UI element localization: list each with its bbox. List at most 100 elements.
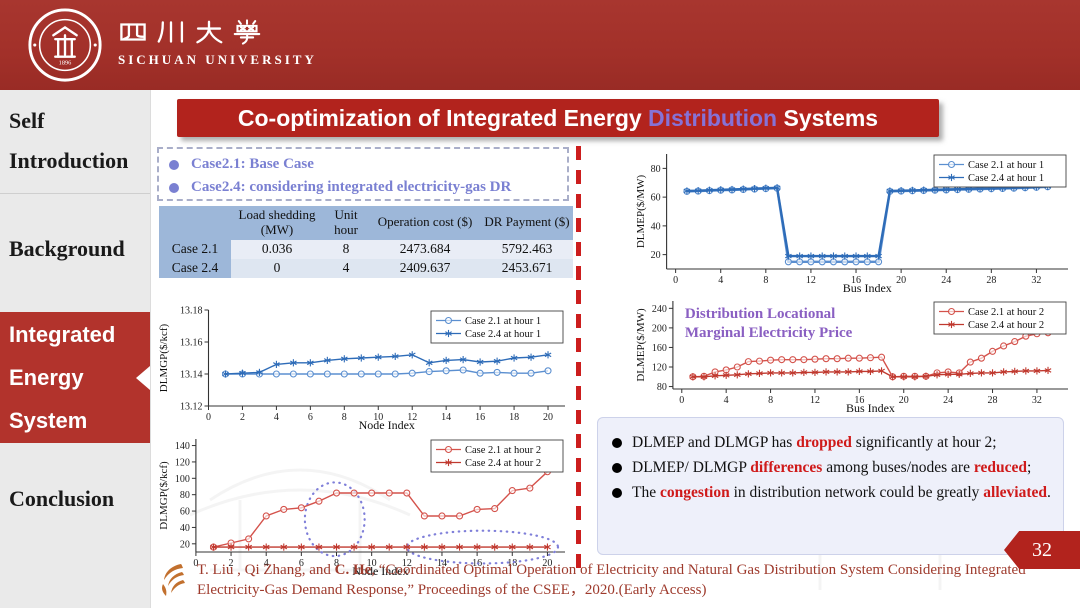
chart-dlmep-hour1: 0 4 8 12 16 20 24 28 32 20 40 60 80 Bus Index DLMEP($/… xyxy=(634,147,1080,295)
svg-text:2: 2 xyxy=(229,558,234,569)
citation-text: T. Liu , Qi Zhang, and C. He, “Coordinat… xyxy=(197,562,1026,599)
citation: T. Liu , Qi Zhang, and C. He, “Coordinat… xyxy=(157,560,1064,601)
svg-text:14: 14 xyxy=(437,558,447,569)
svg-text:4: 4 xyxy=(274,412,279,423)
sidebar: Self Introduction Background Integrated En… xyxy=(0,90,151,608)
case-label: Case2.1: Base Case xyxy=(191,156,314,172)
svg-text:Case 2.1 at hour 1: Case 2.1 at hour 1 xyxy=(968,160,1044,171)
svg-text:Case 2.1 at hour 2: Case 2.1 at hour 2 xyxy=(968,307,1044,318)
table-header-cell xyxy=(159,206,231,240)
svg-text:Marginal Electricity Price: Marginal Electricity Price xyxy=(685,325,853,341)
table-cell: 8 xyxy=(323,239,369,259)
sidebar-item-integrated-energy-system[interactable]: Integrated Energy System xyxy=(0,312,150,443)
results-table: Load shedding (MW) Unit hour Operation cos… xyxy=(159,206,573,278)
bullet-icon xyxy=(612,488,622,498)
svg-text:0: 0 xyxy=(679,395,684,406)
svg-text:8: 8 xyxy=(768,395,773,406)
bullet-icon xyxy=(612,438,622,448)
svg-text:12: 12 xyxy=(806,275,816,286)
finding-text: DLMEP/ DLMGP differences among buses/nod… xyxy=(632,459,1032,476)
sidebar-item-label: Conclusion xyxy=(9,486,115,511)
table-row-header: Case 2.1 xyxy=(159,239,231,259)
svg-text:Case 2.1 at hour 2: Case 2.1 at hour 2 xyxy=(465,445,541,456)
sidebar-divider xyxy=(0,193,150,194)
sidebar-item-self-introduction[interactable]: Self Introduction xyxy=(0,110,150,190)
table-header-cell: Unit hour xyxy=(323,206,369,240)
svg-text:10: 10 xyxy=(367,558,377,569)
svg-text:6: 6 xyxy=(299,558,304,569)
svg-text:Case 2.4 at hour 2: Case 2.4 at hour 2 xyxy=(968,320,1044,331)
university-name-cn xyxy=(118,14,288,50)
svg-text:20: 20 xyxy=(542,558,552,569)
page-title: Co-optimization of Integrated Energy Dis… xyxy=(177,99,939,137)
svg-text:240: 240 xyxy=(652,304,667,315)
svg-text:18: 18 xyxy=(507,558,517,569)
table-header-cell: Operation cost ($) xyxy=(369,206,481,240)
table-row: Case 2.4 0 4 2409.637 2453.671 xyxy=(159,258,573,278)
csee-logo-icon xyxy=(162,564,185,596)
svg-text:DLMEP($/MW): DLMEP($/MW) xyxy=(635,175,647,249)
svg-text:8: 8 xyxy=(334,558,339,569)
svg-text:4: 4 xyxy=(718,275,723,286)
table-cell: 0 xyxy=(231,258,323,278)
svg-text:12: 12 xyxy=(810,395,820,406)
section-divider xyxy=(576,146,581,570)
header-banner: 1896 SICHUAN UNIVERSITY xyxy=(0,0,1080,90)
svg-text:120: 120 xyxy=(652,363,667,374)
svg-text:20: 20 xyxy=(899,395,909,406)
table-cell: 5792.463 xyxy=(481,239,573,259)
sidebar-item-background[interactable]: Background xyxy=(0,238,150,278)
svg-text:DLMGP($/kcf): DLMGP($/kcf) xyxy=(158,323,170,392)
svg-text:Case 2.4 at hour 1: Case 2.4 at hour 1 xyxy=(968,173,1044,184)
sidebar-item-label: System xyxy=(9,408,88,433)
svg-text:24: 24 xyxy=(943,395,953,406)
chart-dlmgp-hour2: 0 2 4 6 8 10 12 14 16 18 20 20 40 60 80 100 120 140 Node I… xyxy=(157,432,577,578)
svg-text:13.12: 13.12 xyxy=(180,402,203,413)
seal-year: 1896 xyxy=(59,59,72,66)
table-row: Case 2.1 0.036 8 2473.684 5792.463 xyxy=(159,239,573,259)
svg-text:13.14: 13.14 xyxy=(180,370,203,381)
svg-text:16: 16 xyxy=(475,412,485,423)
svg-text:DLMEP($/MW): DLMEP($/MW) xyxy=(635,308,647,382)
svg-text:32: 32 xyxy=(1032,395,1042,406)
active-item-arrow-icon xyxy=(136,365,150,390)
table-header-cell: DR Payment ($) xyxy=(481,206,573,240)
svg-text:4: 4 xyxy=(724,395,729,406)
svg-text:13.18: 13.18 xyxy=(180,306,203,317)
svg-text:Node Index: Node Index xyxy=(352,564,408,578)
sidebar-item-conclusion[interactable]: Conclusion xyxy=(0,488,150,528)
svg-text:8: 8 xyxy=(763,275,768,286)
sidebar-item-label: Introduction xyxy=(9,148,129,173)
finding-text: The congestion in distribution network c… xyxy=(632,484,1051,501)
svg-text:Case 2.1 at hour 1: Case 2.1 at hour 1 xyxy=(465,316,541,327)
svg-text:28: 28 xyxy=(988,395,998,406)
svg-text:60: 60 xyxy=(651,193,661,204)
table-cell: 4 xyxy=(323,258,369,278)
svg-text:Bus Index: Bus Index xyxy=(843,281,892,295)
svg-text:16: 16 xyxy=(854,395,864,406)
table-cell: 2409.637 xyxy=(369,258,481,278)
bullet-icon xyxy=(169,159,179,170)
svg-text:Node Index: Node Index xyxy=(359,418,415,432)
svg-text:200: 200 xyxy=(652,323,667,334)
svg-text:12: 12 xyxy=(402,558,412,569)
svg-text:24: 24 xyxy=(941,275,951,286)
table-row-header: Case 2.4 xyxy=(159,258,231,278)
svg-text:0: 0 xyxy=(673,275,678,286)
svg-text:DLMGP($/kcf): DLMGP($/kcf) xyxy=(158,461,170,530)
svg-text:20: 20 xyxy=(651,250,661,261)
svg-text:Case 2.4 at hour 1: Case 2.4 at hour 1 xyxy=(465,329,541,340)
svg-text:8: 8 xyxy=(342,412,347,423)
bullet-icon xyxy=(169,182,179,193)
table-cell: 2453.671 xyxy=(481,258,573,278)
svg-text:Distribution Locational: Distribution Locational xyxy=(685,306,835,322)
svg-text:4: 4 xyxy=(264,558,269,569)
svg-text:20: 20 xyxy=(180,539,190,550)
university-name-en: SICHUAN UNIVERSITY xyxy=(118,52,317,67)
university-seal-logo: 1896 xyxy=(28,8,102,82)
svg-text:80: 80 xyxy=(180,490,190,501)
svg-text:16: 16 xyxy=(851,275,861,286)
svg-text:Case 2.4 at hour 2: Case 2.4 at hour 2 xyxy=(465,458,541,469)
svg-text:2: 2 xyxy=(240,412,245,423)
